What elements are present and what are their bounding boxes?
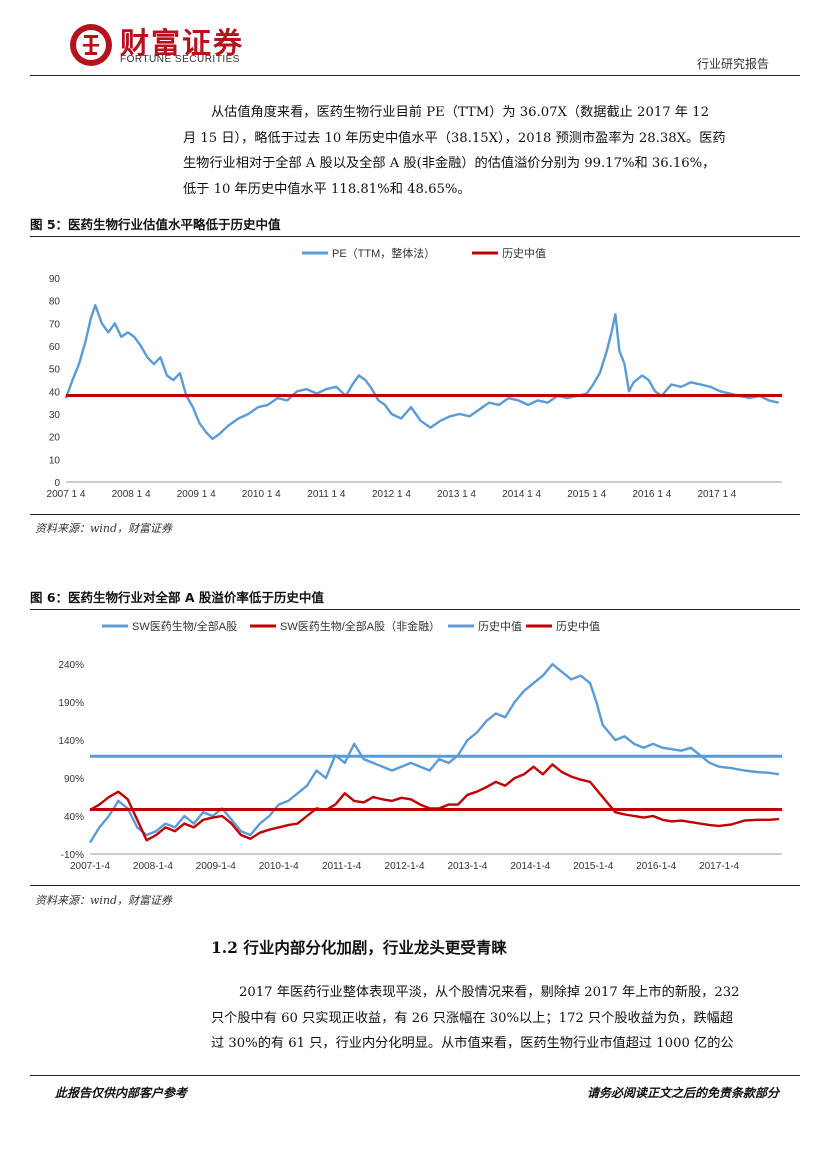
x-tick-label: 2017 1 4 — [697, 489, 736, 500]
section-heading: 1.2 行业内部分化加剧，行业龙头更受青睐 — [211, 938, 507, 957]
paragraph-line: 只个股中有 60 只实现正收益，有 26 只涨幅在 30%以上；172 只个股收… — [211, 1010, 734, 1026]
x-tick-label: 2009 1 4 — [177, 489, 216, 500]
y-tick-label: -10% — [61, 850, 84, 861]
figure6-source: 资料来源：wind，财富证券 — [35, 894, 173, 907]
x-tick-label: 2014 1 4 — [502, 489, 541, 500]
x-tick-label: 2016-1-4 — [636, 861, 676, 872]
x-tick-label: 2015 1 4 — [567, 489, 606, 500]
series-line — [64, 304, 779, 441]
header-divider — [30, 75, 800, 76]
legend-label: 历史中值 — [502, 247, 546, 260]
paragraph-line: 从估值角度来看，医药生物行业目前 PE（TTM）为 36.07X（数据截止 20… — [211, 105, 709, 120]
y-tick-label: 30 — [49, 410, 61, 421]
legend-label: 历史中值 — [556, 620, 600, 633]
y-tick-label: 190% — [58, 698, 84, 709]
x-tick-label: 2016 1 4 — [632, 489, 671, 500]
y-tick-label: 50 — [49, 365, 61, 376]
valuation-paragraph: 从估值角度来看，医药生物行业目前 PE（TTM）为 36.07X（数据截止 20… — [183, 100, 771, 202]
paragraph-line: 2017 年医药行业整体表现平淡，从个股情况来看，剔除掉 2017 年上市的新股… — [239, 985, 740, 1000]
y-tick-label: 40 — [49, 387, 61, 398]
x-tick-label: 2008 1 4 — [112, 489, 151, 500]
x-tick-label: 2007 1 4 — [47, 489, 86, 500]
fortune-securities-logo-icon — [70, 24, 112, 66]
figure5-chart: 0 10 20 30 40 50 60 70 80 90 2007 1 4 2008 1 4 2009 … — [47, 246, 782, 500]
footer-divider — [30, 1075, 800, 1076]
y-tick-label: 70 — [49, 319, 61, 330]
x-tick-label: 2012 1 4 — [372, 489, 411, 500]
series-line — [89, 763, 779, 842]
y-tick-label: 140% — [58, 736, 84, 747]
legend-label: 历史中值 — [478, 620, 522, 633]
figure6-chart: -10% 40% 90% 140% 190% 240% 2007-1-4 2008-1-4 20… — [58, 619, 782, 872]
x-tick-label: 2008-1-4 — [133, 861, 173, 872]
figure6-chart-container: -10% 40% 90% 140% 190% 240% 2007-1-4 2008-1-4 20… — [30, 609, 800, 886]
industry-paragraph: 2017 年医药行业整体表现平淡，从个股情况来看，剔除掉 2017 年上市的新股… — [211, 980, 771, 1057]
figure5-source: 资料来源：wind，财富证券 — [35, 522, 173, 535]
x-tick-label: 2010-1-4 — [259, 861, 299, 872]
x-tick-label: 2013 1 4 — [437, 489, 476, 500]
legend-label: SW医药生物/全部A股 — [132, 619, 237, 633]
x-tick-label: 2012-1-4 — [385, 861, 425, 872]
x-tick-label: 2013-1-4 — [447, 861, 487, 872]
y-tick-label: 90 — [49, 274, 61, 285]
x-tick-label: 2011-1-4 — [322, 861, 362, 872]
x-tick-label: 2014-1-4 — [510, 861, 550, 872]
series-line — [88, 663, 780, 844]
logo-english-name: FORTUNE SECURITIES — [120, 54, 240, 65]
logo-chinese-name: 财富证券 — [120, 26, 245, 60]
y-tick-label: 10 — [49, 455, 61, 466]
legend-label: SW医药生物/全部A股（非金融） — [280, 619, 440, 633]
report-type-label: 行业研究报告 — [696, 57, 769, 71]
paragraph-line: 过 30%的有 61 只，行业内分化明显。从市值来看，医药生物行业市值超过 10… — [211, 1036, 734, 1051]
x-tick-label: 2015-1-4 — [573, 861, 613, 872]
figure6-title: 图 6：医药生物行业对全部 A 股溢价率低于历史中值 — [30, 587, 800, 610]
figure5-chart-container: 0 10 20 30 40 50 60 70 80 90 2007 1 4 2008 1 4 2009 … — [30, 236, 800, 515]
paragraph-line: 低于 10 年历史中值水平 118.81%和 48.65%。 — [183, 181, 471, 197]
footer-disclaimer-left: 此报告仅供内部客户参考 — [55, 1086, 188, 1100]
y-tick-label: 80 — [49, 297, 61, 308]
page-header: 财富证券 FORTUNE SECURITIES 行业研究报告 — [0, 0, 827, 80]
footer-disclaimer-right: 请务必阅读正文之后的免责条款部分 — [586, 1086, 779, 1100]
figure5-title: 图 5：医药生物行业估值水平略低于历史中值 — [30, 214, 800, 237]
x-tick-label: 2010 1 4 — [242, 489, 281, 500]
x-tick-label: 2011 1 4 — [307, 489, 346, 500]
legend-label: PE（TTM，整体法） — [332, 246, 435, 260]
x-tick-label: 2007-1-4 — [70, 861, 110, 872]
paragraph-line: 月 15 日），略低于过去 10 年历史中值水平（38.15X），2018 预测… — [183, 130, 726, 146]
x-tick-label: 2017-1-4 — [699, 861, 739, 872]
y-tick-label: 40% — [64, 812, 84, 823]
y-tick-label: 0 — [54, 478, 60, 489]
y-tick-label: 60 — [49, 342, 61, 353]
x-tick-label: 2009-1-4 — [196, 861, 236, 872]
y-tick-label: 90% — [64, 774, 84, 785]
y-tick-label: 20 — [49, 433, 61, 444]
y-tick-label: 240% — [58, 660, 84, 671]
paragraph-line: 生物行业相对于全部 A 股以及全部 A 股(非金融）的估值溢价分别为 99.17… — [183, 156, 716, 171]
